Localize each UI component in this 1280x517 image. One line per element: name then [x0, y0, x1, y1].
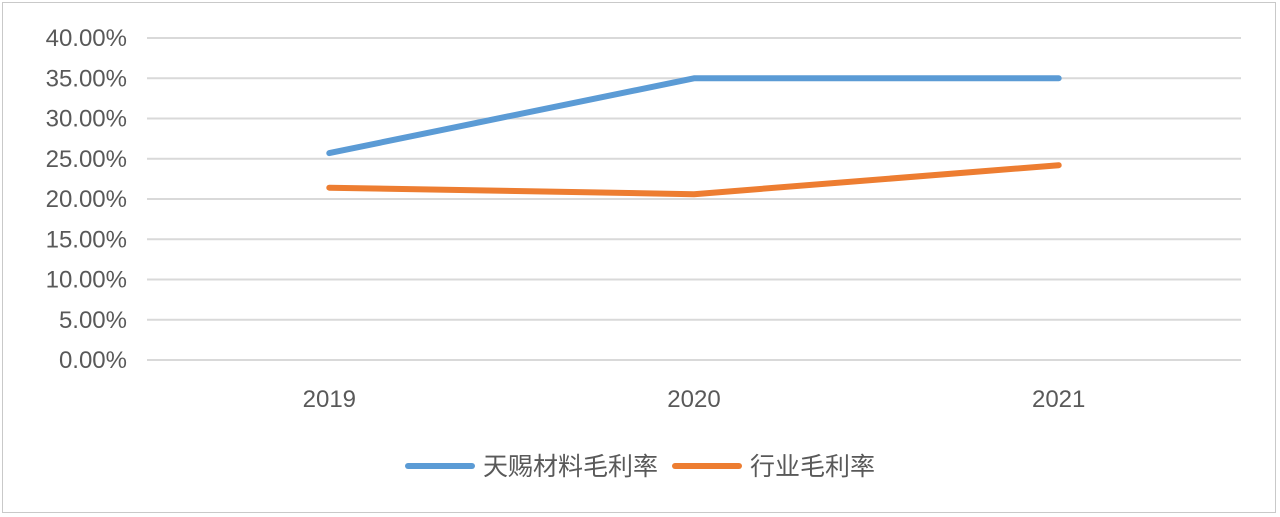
gridlines	[147, 37, 1241, 361]
y-tick-label: 25.00%	[46, 146, 127, 173]
x-tick-label: 2019	[303, 386, 356, 413]
y-tick-label: 30.00%	[46, 106, 127, 133]
legend-label: 行业毛利率	[750, 452, 875, 481]
series-line-0	[326, 75, 1062, 157]
y-tick-label: 35.00%	[46, 65, 127, 92]
legend-label: 天赐材料毛利率	[483, 452, 658, 481]
y-tick-label: 0.00%	[59, 347, 127, 374]
y-tick-label: 5.00%	[59, 307, 127, 334]
y-tick-label: 15.00%	[46, 226, 127, 253]
legend-item-1: 行业毛利率	[672, 452, 875, 481]
x-axis-tick-labels: 2019 2020 2021	[303, 386, 1086, 413]
y-tick-label: 40.00%	[46, 25, 127, 52]
legend: 天赐材料毛利率 行业毛利率	[405, 452, 875, 481]
x-tick-label: 2020	[667, 386, 720, 413]
series-line-1	[326, 162, 1062, 198]
y-axis-tick-labels: 0.00% 5.00% 10.00% 15.00% 20.00% 25.00% 30.00%…	[46, 25, 127, 374]
x-tick-label: 2021	[1032, 386, 1085, 413]
legend-item-0: 天赐材料毛利率	[405, 452, 658, 481]
line-chart: 0.00% 5.00% 10.00% 15.00% 20.00% 25.00% 30.00%…	[46, 25, 1241, 481]
series-lines	[326, 75, 1062, 198]
y-tick-label: 10.00%	[46, 267, 127, 294]
y-tick-label: 20.00%	[46, 186, 127, 213]
